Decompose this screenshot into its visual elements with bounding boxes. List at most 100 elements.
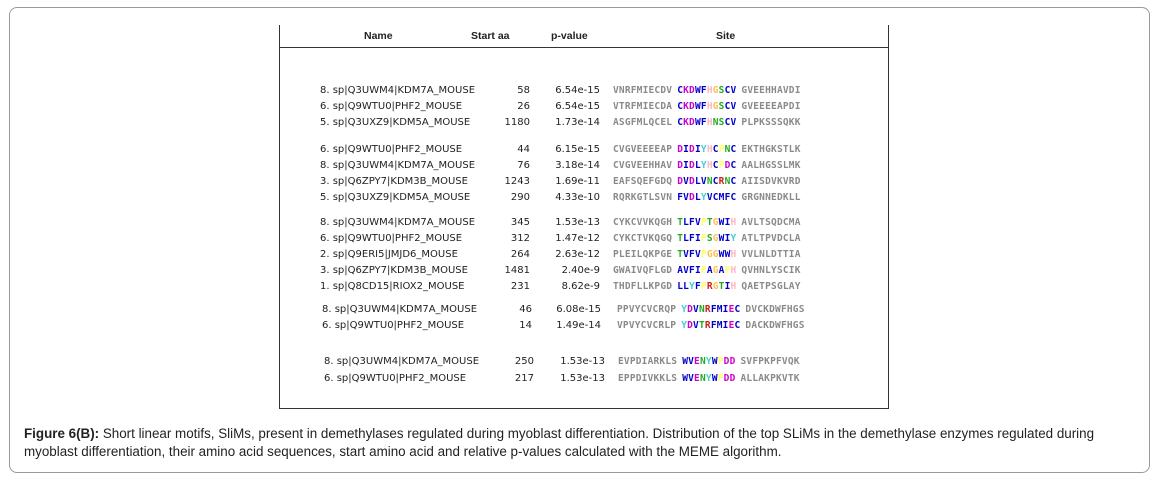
left-flank: CYKCTVKQGQ: [613, 233, 673, 244]
header-pvalue: p-value: [551, 30, 588, 42]
motif-site: TLFIPSGWIY: [677, 233, 736, 244]
residue: A: [706, 265, 713, 276]
residue: E: [728, 320, 735, 331]
right-flank: GVEEEEAPDI: [741, 101, 801, 112]
sequence: RQRKGTLSVN FVDLYVCMFC GRGNNEDKLL: [613, 191, 801, 205]
p-value: 1.73e-14: [555, 117, 600, 128]
residue: F: [689, 265, 695, 276]
residue: K: [683, 85, 690, 96]
residue: L: [694, 160, 701, 171]
residue: Y: [705, 373, 712, 384]
residue: H: [730, 217, 737, 228]
right-flank: AIISDVKVRD: [741, 176, 801, 187]
residue: P: [718, 160, 725, 171]
sequence: VTRFMIECDA CKDWFHGSCV GVEEEEAPDI: [613, 100, 801, 114]
residue: F: [677, 192, 684, 203]
residue: P: [700, 233, 707, 244]
residue: F: [700, 101, 707, 112]
residue: G: [712, 265, 719, 276]
residue: Y: [681, 320, 688, 331]
residue: P: [700, 265, 707, 276]
caption-text: Short linear motifs, SliMs, present in d…: [24, 426, 1095, 459]
header-start: Start aa: [471, 30, 510, 42]
residue: Y: [700, 144, 707, 155]
p-value: 1.47e-12: [555, 233, 600, 244]
left-flank: EAFSQEFGDQ: [613, 176, 673, 187]
residue: D: [677, 144, 684, 155]
residue: K: [683, 101, 690, 112]
right-flank: GRGNNEDKLL: [741, 192, 801, 203]
residue: W: [694, 101, 701, 112]
residue: F: [689, 249, 695, 260]
residue: H: [706, 117, 713, 128]
right-flank: AALHGSSLMK: [741, 160, 801, 171]
residue: F: [700, 117, 707, 128]
start-aa: 76: [517, 160, 530, 171]
left-flank: RQRKGTLSVN: [613, 192, 673, 203]
start-aa: 58: [517, 85, 530, 96]
residue: L: [683, 233, 690, 244]
right-flank: EKTHGKSTLK: [741, 144, 801, 155]
p-value: 1.53e-13: [560, 373, 605, 384]
p-value: 1.53e-13: [555, 217, 600, 228]
protein-name: 8. sp|Q3UWM4|KDM7A_MOUSE: [322, 304, 478, 315]
residue: D: [724, 160, 731, 171]
p-value: 8.62e-9: [561, 281, 600, 292]
residue: R: [706, 281, 713, 292]
right-flank: DVCKDWFHGS: [745, 304, 805, 315]
residue: Y: [689, 281, 695, 292]
residue: V: [693, 320, 699, 331]
protein-name: 8. sp|Q3UWM4|KDM7A_MOUSE: [324, 356, 480, 367]
residue: F: [710, 304, 717, 315]
sequence: GWAIVQFLGD AVFIPAGAPH QVHNLYSCIK: [613, 264, 801, 278]
left-flank: VTRFMIECDA: [613, 101, 673, 112]
left-flank: CYKCVVKQGH: [613, 217, 673, 228]
residue: P: [700, 249, 707, 260]
motif-site: LLYFPRGTIH: [677, 281, 736, 292]
residue: N: [699, 356, 706, 367]
residue: Y: [700, 192, 707, 203]
start-aa: 1243: [504, 176, 530, 187]
residue: V: [683, 192, 690, 203]
sequence: CVGVEEEEAP DIDIYHCPNC EKTHGKSTLK: [613, 143, 801, 157]
residue: C: [677, 101, 684, 112]
residue: I: [722, 320, 729, 331]
residue: T: [677, 233, 684, 244]
residue: I: [724, 217, 731, 228]
protein-name: 8. sp|Q3UWM4|KDM7A_MOUSE: [320, 85, 476, 96]
residue: P: [718, 144, 725, 155]
residue: F: [694, 281, 701, 292]
residue: M: [718, 192, 725, 203]
residue: V: [688, 373, 695, 384]
left-flank: EVPDIARKLS: [618, 356, 678, 367]
residue: F: [689, 217, 695, 228]
residue: H: [706, 144, 713, 155]
residue: T: [706, 217, 713, 228]
residue: W: [711, 373, 718, 384]
residue: E: [694, 373, 700, 384]
left-flank: THDFLLKPGD: [613, 281, 673, 292]
left-flank: PLEILQKPGE: [613, 249, 673, 260]
left-flank: CVGVEEHHAV: [613, 160, 673, 171]
residue: N: [712, 117, 719, 128]
protein-name: 6. sp|Q9WTU0|PHF2_MOUSE: [320, 101, 463, 112]
left-flank: VNRFMIECDV: [613, 85, 673, 96]
residue: C: [730, 176, 737, 187]
residue: P: [700, 217, 707, 228]
residue: M: [716, 320, 723, 331]
residue: D: [677, 176, 684, 187]
residue: L: [683, 281, 690, 292]
start-aa: 217: [514, 373, 534, 384]
residue: F: [700, 85, 707, 96]
sequence: ASGFMLQCEL CKDWFHNSCV PLPKSSSQKK: [613, 116, 801, 130]
residue: V: [693, 304, 699, 315]
residue: G: [712, 233, 719, 244]
header-site: Site: [716, 30, 736, 42]
residue: L: [694, 192, 701, 203]
left-flank: EPPDIVKKLS: [618, 373, 678, 384]
residue: R: [718, 176, 725, 187]
right-flank: DACKDWFHGS: [745, 320, 805, 331]
residue: V: [706, 192, 713, 203]
residue: C: [677, 85, 684, 96]
residue: C: [734, 320, 741, 331]
